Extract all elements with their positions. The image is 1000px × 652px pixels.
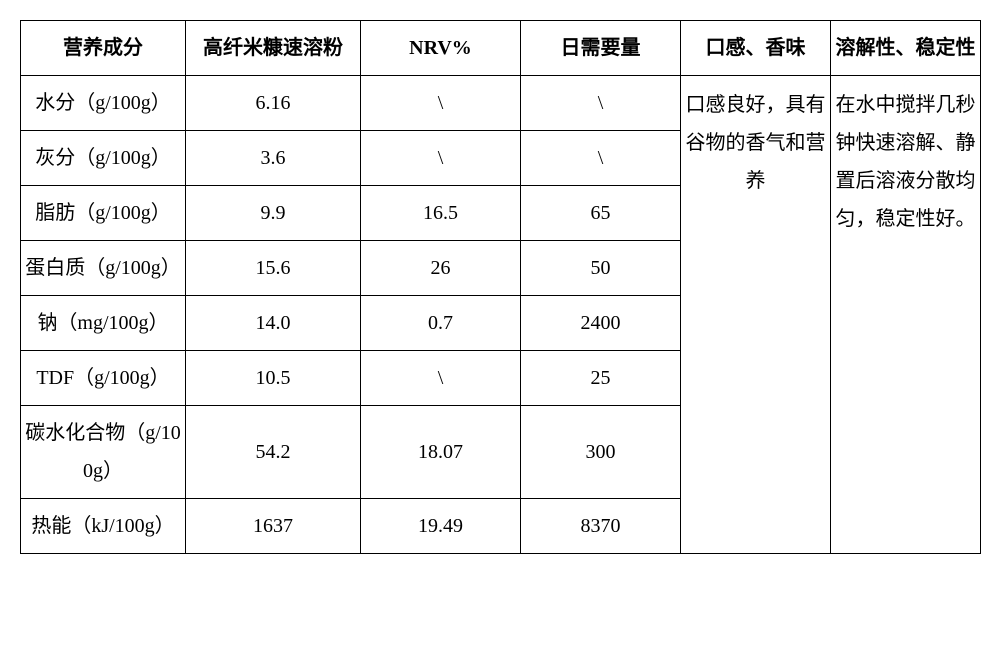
cell-value: 10.5 [186, 351, 361, 406]
cell-nrv: 0.7 [361, 296, 521, 351]
cell-nutrient: 碳水化合物（g/100g） [21, 406, 186, 499]
col-header-solubility: 溶解性、稳定性 [831, 21, 981, 76]
cell-req: 2400 [521, 296, 681, 351]
col-header-taste: 口感、香味 [681, 21, 831, 76]
col-header-nutrient: 营养成分 [21, 21, 186, 76]
cell-req: 50 [521, 241, 681, 296]
cell-nutrient: 水分（g/100g） [21, 76, 186, 131]
cell-value: 9.9 [186, 186, 361, 241]
cell-nrv: \ [361, 76, 521, 131]
cell-nutrient: 灰分（g/100g） [21, 131, 186, 186]
table-row: 水分（g/100g） 6.16 \ \ 口感良好，具有谷物的香气和营养 在水中搅… [21, 76, 981, 131]
cell-value: 54.2 [186, 406, 361, 499]
cell-nutrient: 蛋白质（g/100g） [21, 241, 186, 296]
cell-req: 300 [521, 406, 681, 499]
table-header-row: 营养成分 高纤米糠速溶粉 NRV% 日需要量 口感、香味 溶解性、稳定性 [21, 21, 981, 76]
cell-taste: 口感良好，具有谷物的香气和营养 [681, 76, 831, 554]
cell-nrv: 16.5 [361, 186, 521, 241]
col-header-req: 日需要量 [521, 21, 681, 76]
cell-nrv: 18.07 [361, 406, 521, 499]
cell-value: 1637 [186, 499, 361, 554]
col-header-value: 高纤米糠速溶粉 [186, 21, 361, 76]
cell-req: \ [521, 131, 681, 186]
cell-solubility: 在水中搅拌几秒钟快速溶解、静置后溶液分散均匀，稳定性好。 [831, 76, 981, 554]
cell-nrv: 19.49 [361, 499, 521, 554]
cell-req: 25 [521, 351, 681, 406]
cell-nutrient: 钠（mg/100g） [21, 296, 186, 351]
col-header-nrv: NRV% [361, 21, 521, 76]
cell-req: 65 [521, 186, 681, 241]
cell-nrv: \ [361, 351, 521, 406]
cell-req: \ [521, 76, 681, 131]
cell-nrv: \ [361, 131, 521, 186]
cell-req: 8370 [521, 499, 681, 554]
nutrition-table: 营养成分 高纤米糠速溶粉 NRV% 日需要量 口感、香味 溶解性、稳定性 水分（… [20, 20, 981, 554]
cell-value: 6.16 [186, 76, 361, 131]
cell-nrv: 26 [361, 241, 521, 296]
cell-nutrient: 脂肪（g/100g） [21, 186, 186, 241]
cell-value: 3.6 [186, 131, 361, 186]
cell-value: 14.0 [186, 296, 361, 351]
cell-value: 15.6 [186, 241, 361, 296]
cell-nutrient: 热能（kJ/100g） [21, 499, 186, 554]
cell-nutrient: TDF（g/100g） [21, 351, 186, 406]
